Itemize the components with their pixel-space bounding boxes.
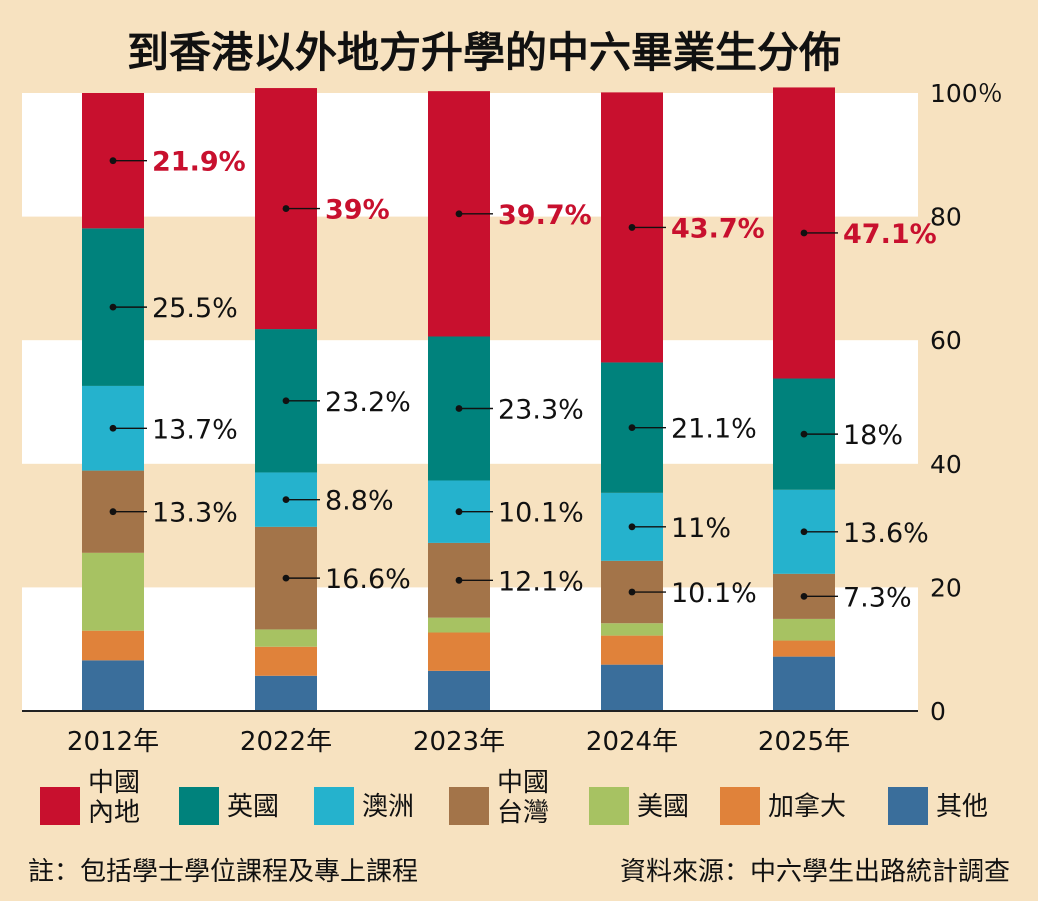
legend-label: 中國台灣	[497, 768, 549, 828]
x-tick-label: 2023年	[413, 727, 505, 757]
leader-dot	[628, 523, 636, 531]
y-axis: 100％ 80 60 40 20 0	[22, 79, 1003, 726]
bar-segment	[82, 660, 144, 711]
bar-segment	[601, 635, 663, 665]
leader-dot	[628, 588, 636, 596]
bar-segment	[428, 670, 490, 711]
bar-segment	[255, 629, 317, 647]
data-label: 7.3%	[843, 582, 912, 613]
bar-segment	[428, 617, 490, 633]
leader-dot	[800, 528, 808, 536]
data-label: 25.5%	[152, 293, 238, 324]
leader-dot	[800, 229, 808, 237]
legend-label: 澳洲	[362, 792, 414, 822]
x-tick-label: 2012年	[67, 727, 159, 757]
data-label: 18%	[843, 420, 903, 451]
x-tick-label: 2022年	[240, 727, 332, 757]
data-label: 47.1%	[843, 219, 937, 250]
chart-title: 到香港以外地方升學的中六畢業生分佈	[127, 28, 841, 77]
data-label: 23.3%	[498, 394, 584, 425]
leader-dot	[455, 576, 463, 584]
leader-dot	[628, 424, 636, 432]
legend-label: 英國	[227, 792, 279, 822]
y-tick-label: 40	[930, 450, 962, 479]
data-label: 23.2%	[325, 387, 411, 418]
source-note: 資料來源：中六學生出路統計調查	[620, 857, 1010, 887]
y-tick-label: 80	[930, 203, 962, 232]
data-label: 8.8%	[325, 486, 394, 517]
leader-dot	[455, 210, 463, 218]
data-label: 12.1%	[498, 566, 584, 597]
data-label: 11%	[671, 513, 731, 544]
bar-segment	[255, 646, 317, 676]
data-label: 13.3%	[152, 498, 238, 529]
bar-segment	[82, 552, 144, 631]
data-label: 10.1%	[498, 498, 584, 529]
data-label: 43.7%	[671, 213, 765, 244]
x-axis: 2012年 2022年 2023年 2024年 2025年	[67, 727, 850, 757]
legend-label: 其他	[936, 792, 988, 822]
legend-swatch	[40, 787, 80, 825]
bar-segment	[773, 618, 835, 641]
legend: 中國內地 英國 澳洲 中國台灣 美國 加拿大 其他	[40, 768, 988, 828]
legend-label: 加拿大	[768, 792, 846, 822]
y-tick-label: 60	[930, 326, 962, 355]
bar-segment	[601, 664, 663, 711]
y-tick-label: 0	[930, 697, 946, 726]
leader-dot	[109, 508, 117, 516]
footnote: 註：包括學士學位課程及專上課程	[28, 857, 418, 887]
bar-segment	[773, 656, 835, 711]
bar-segment	[601, 623, 663, 636]
legend-swatch	[888, 787, 928, 825]
y-tick-label: 100％	[930, 79, 1003, 108]
data-label: 39.7%	[498, 200, 592, 231]
data-label: 21.1%	[671, 414, 757, 445]
leader-dot	[109, 303, 117, 311]
leader-dot	[282, 574, 290, 582]
data-label: 13.6%	[843, 518, 929, 549]
legend-swatch	[314, 787, 354, 825]
data-label: 10.1%	[671, 578, 757, 609]
bar-segment	[773, 640, 835, 657]
data-labels-layer: 21.9% 39% 39.7% 43.7% 47.1% 25.5% 23.2% 23.3% 21…	[109, 147, 937, 613]
leader-dot	[628, 224, 636, 231]
legend-swatch	[589, 787, 629, 825]
leader-dot	[455, 508, 463, 516]
bar-segment	[428, 632, 490, 671]
data-label: 21.9%	[152, 147, 246, 178]
leader-dot	[800, 430, 808, 438]
bar-segment	[255, 675, 317, 711]
legend-label: 美國	[637, 792, 689, 822]
x-tick-label: 2025年	[758, 727, 850, 757]
leader-dot	[455, 405, 463, 412]
leader-dot	[282, 205, 290, 212]
legend-label: 中國內地	[88, 768, 140, 828]
leader-dot	[109, 424, 117, 432]
data-label: 16.6%	[325, 564, 411, 595]
leader-dot	[800, 592, 808, 600]
leader-dot	[282, 496, 290, 504]
leader-dot	[282, 397, 290, 405]
y-tick-label: 20	[930, 573, 962, 602]
legend-swatch	[449, 787, 489, 825]
data-label: 13.7%	[152, 414, 238, 445]
x-tick-label: 2024年	[586, 727, 678, 757]
data-label: 39%	[325, 195, 390, 226]
legend-swatch	[720, 787, 760, 825]
legend-swatch	[179, 787, 219, 825]
leader-dot	[109, 157, 117, 165]
bar-segment	[82, 630, 144, 661]
